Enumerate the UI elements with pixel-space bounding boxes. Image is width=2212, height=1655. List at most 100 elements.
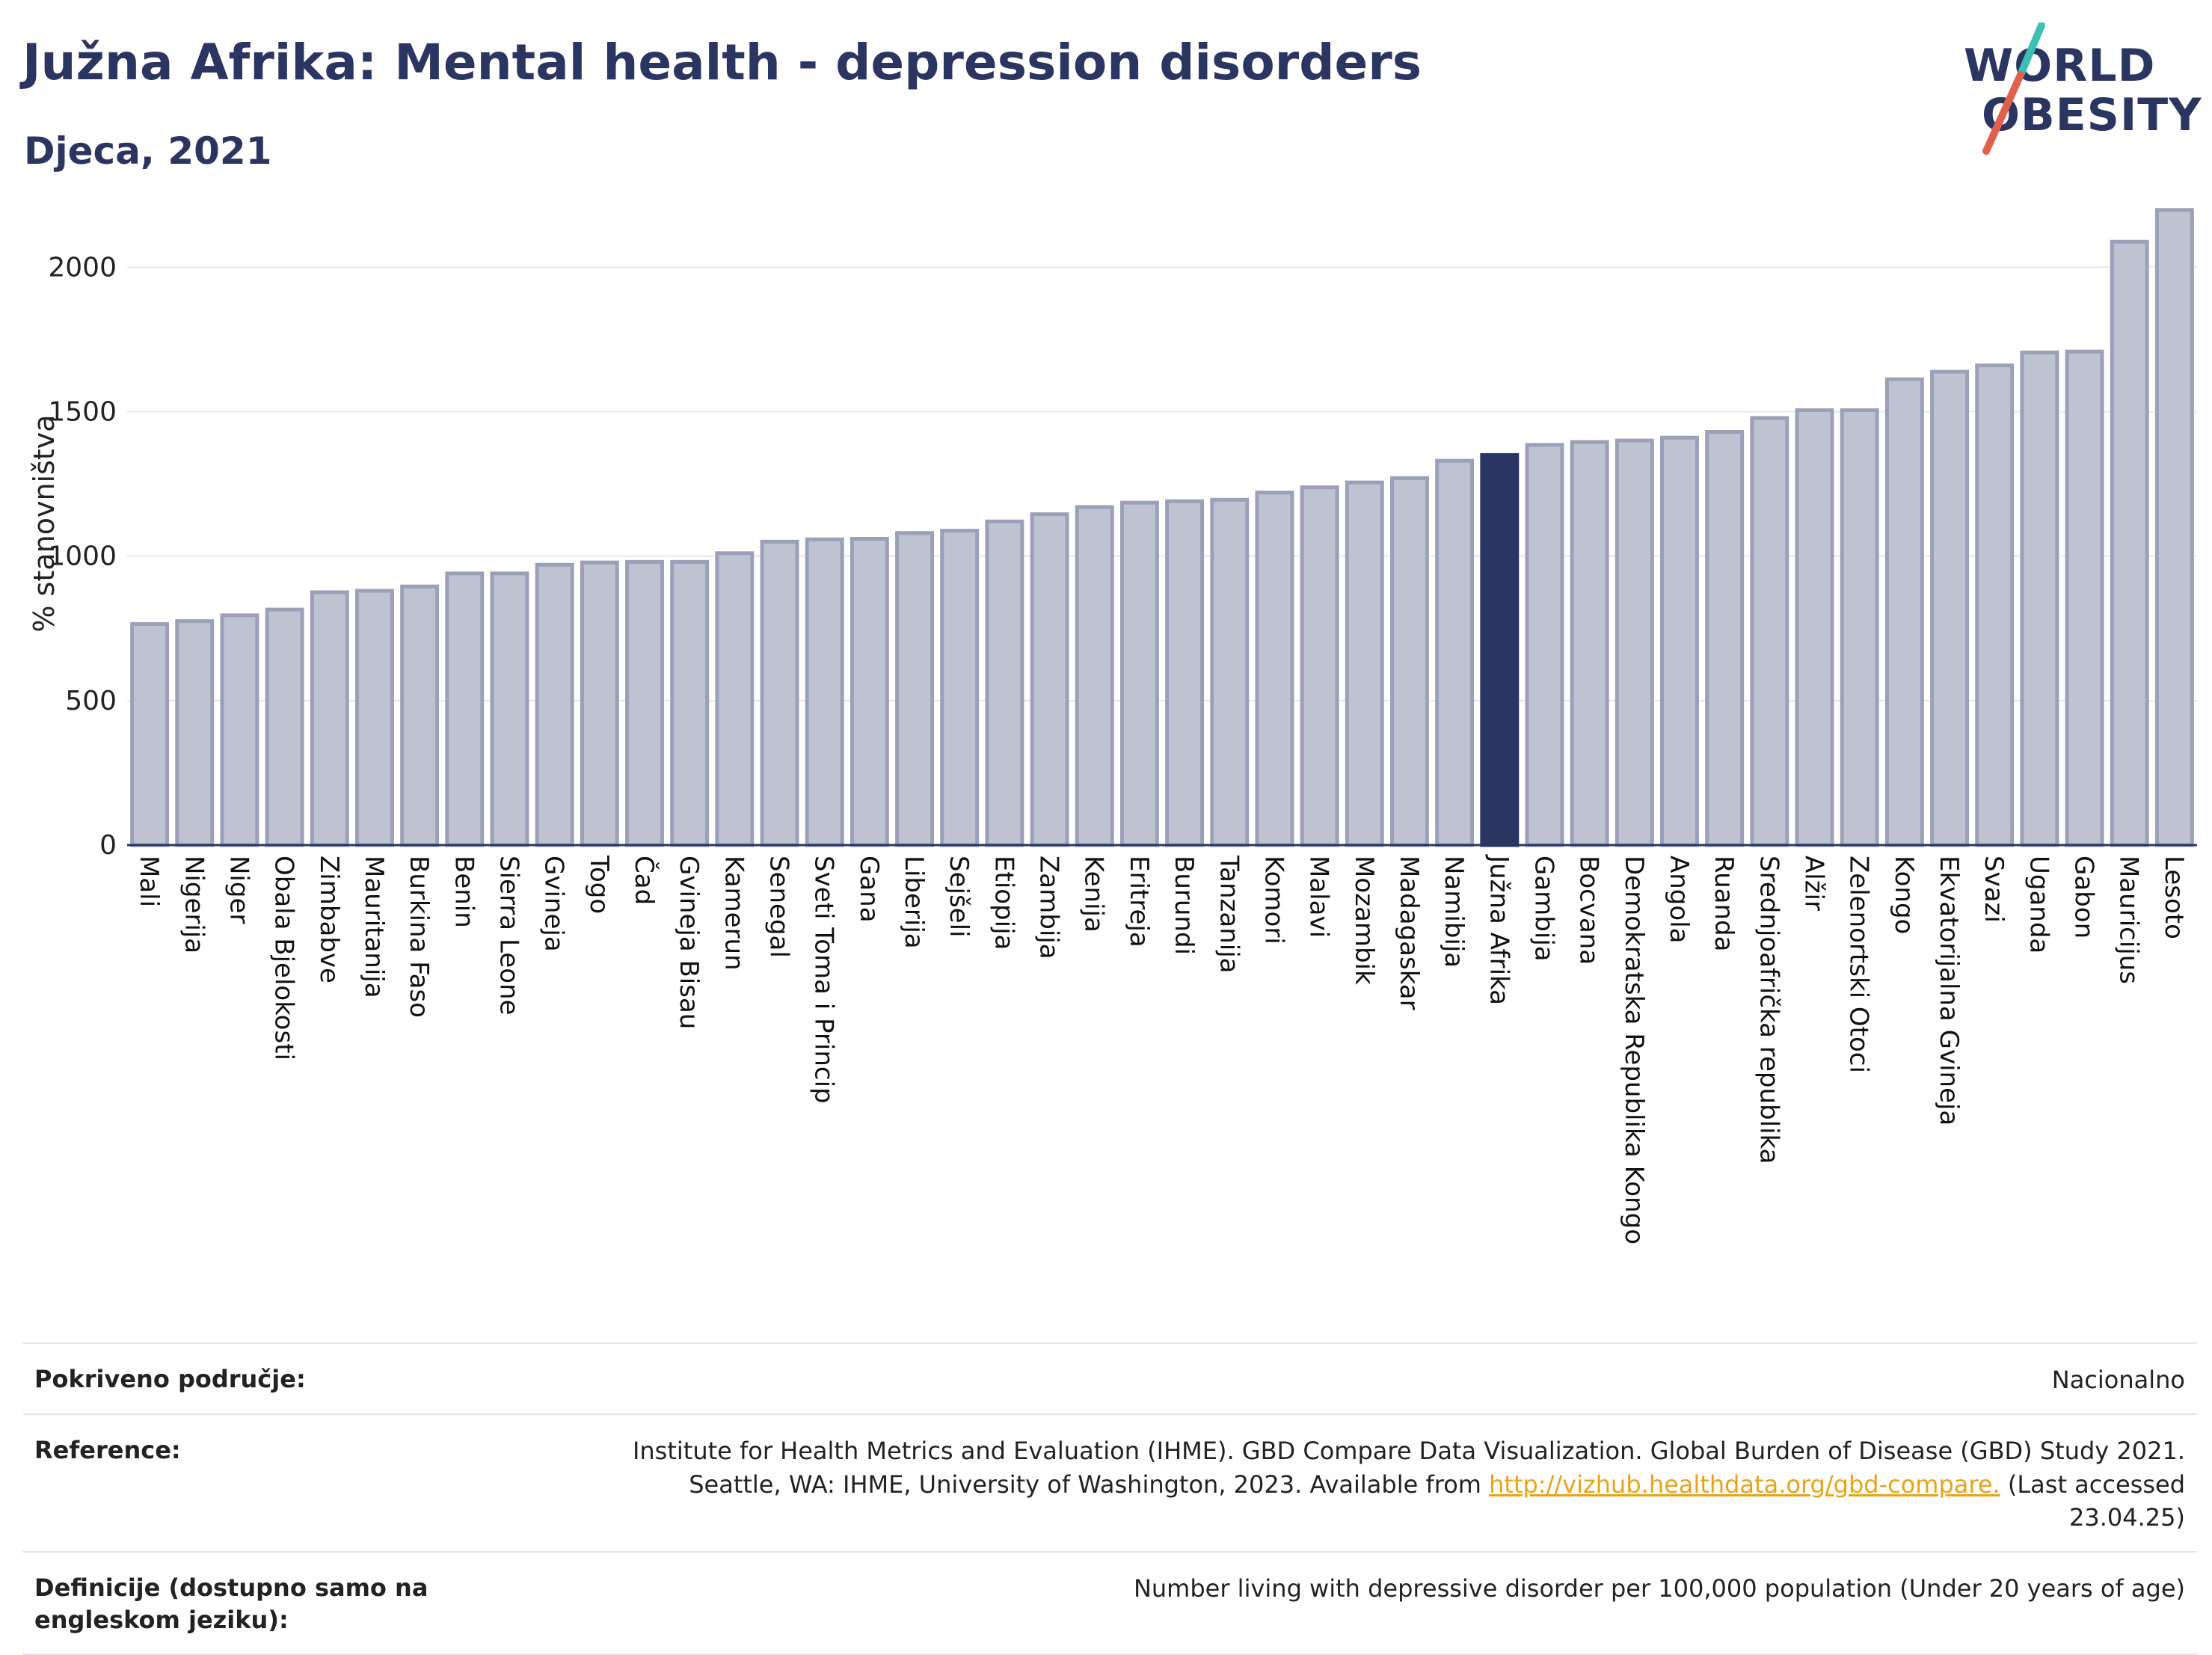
x-tick-label: Mauritanija	[359, 856, 389, 998]
bar	[1615, 438, 1654, 847]
bar	[310, 590, 349, 847]
x-tick-label: Gana	[854, 856, 884, 923]
bar	[445, 571, 485, 847]
coverage-value: Nacionalno	[2051, 1366, 2185, 1394]
reference-accessed: (Last accessed 23.04.25)	[2000, 1470, 2185, 1532]
bar	[1840, 408, 1879, 847]
bar	[1165, 499, 1205, 847]
x-tick-label: Niger	[224, 856, 254, 924]
bar	[354, 589, 394, 847]
info-row-coverage: Pokriveno područje: Nacionalno	[22, 1342, 2197, 1413]
x-tick-label: Senegal	[764, 856, 794, 958]
x-tick-label: Gvineja	[539, 856, 569, 952]
x-tick-label: Tanzanija	[1214, 855, 1244, 973]
x-tick-label: Gvineja Bisau	[674, 856, 704, 1029]
bar	[1119, 500, 1159, 847]
x-tick-label: Gabon	[2069, 856, 2099, 939]
x-tick-label: Malavi	[1304, 856, 1334, 938]
definition-value: Number living with depressive disorder p…	[1133, 1574, 2185, 1603]
x-tick-label: Burkina Faso	[404, 856, 434, 1018]
x-tick-label: Mali	[134, 856, 164, 907]
x-tick-label: Demokratska Republika Kongo	[1619, 856, 1649, 1244]
logo-line-1: WORLD	[1964, 40, 2156, 92]
x-tick-label: Lesoto	[2159, 856, 2189, 939]
axes: 0 500 1000 1500 2000 Mali Nigerija Niger Obala B…	[48, 252, 2197, 1244]
bar	[490, 571, 529, 847]
reference-text: Seattle, WA: IHME, University of Washing…	[689, 1470, 1490, 1499]
x-tick-label: Togo	[584, 855, 614, 914]
y-tick-label: 1500	[48, 396, 117, 427]
bar	[1795, 408, 1834, 847]
x-tick-label: Sejšeli	[944, 856, 974, 937]
x-tick-label: Eritreja	[1124, 856, 1154, 948]
x-tick-label: Čad	[629, 856, 660, 905]
x-tick-label: Etiopija	[989, 856, 1019, 950]
x-tick-label: Namibija	[1439, 856, 1469, 968]
page-subtitle: Djeca, 2021	[24, 129, 272, 173]
x-tick-label: Kamerun	[719, 856, 749, 971]
bar	[1389, 476, 1429, 847]
bar	[1255, 491, 1294, 847]
bar	[1210, 497, 1250, 847]
x-tick-label: Svazi	[1979, 856, 2009, 923]
definition-label: Definicije (dostupno samo na engleskom j…	[34, 1573, 428, 1635]
bar	[2020, 350, 2059, 847]
reference-link[interactable]: http://vizhub.healthdata.org/gbd-compare…	[1489, 1470, 2000, 1499]
bar	[670, 559, 710, 847]
bar	[1975, 363, 2015, 847]
bar	[1660, 435, 1699, 847]
bar	[715, 551, 755, 847]
bar	[760, 539, 799, 847]
y-tick-label: 0	[99, 830, 117, 861]
x-tick-label: Mauricijus	[2114, 856, 2144, 984]
bar	[2110, 239, 2149, 847]
bar	[805, 537, 844, 847]
bar	[175, 619, 215, 847]
logo-line-2: OBESITY	[1982, 89, 2202, 141]
bar	[1750, 416, 1789, 847]
bar	[535, 562, 574, 847]
bar	[940, 529, 980, 847]
x-tick-label: Gambija	[1529, 856, 1558, 962]
bar-chart: 0 500 1000 1500 2000 Mali Nigerija Niger Obala B…	[28, 208, 2197, 1244]
bar	[1884, 377, 1924, 847]
reference-label: Reference:	[34, 1435, 181, 1464]
page-title: Južna Afrika: Mental health - depression…	[22, 34, 1422, 91]
bar	[1345, 480, 1384, 847]
bar	[1570, 440, 1609, 847]
x-tick-label: Uganda	[2024, 856, 2053, 954]
bar-highlight	[1480, 452, 1520, 847]
bar	[1300, 485, 1339, 847]
bar	[985, 519, 1024, 847]
bar	[1705, 430, 1745, 847]
bar	[1075, 505, 1114, 847]
x-tick-label: Kenija	[1079, 856, 1109, 933]
reference-line-1: Institute for Health Metrics and Evaluat…	[632, 1436, 2185, 1465]
bar	[400, 584, 440, 847]
bars	[130, 208, 2194, 847]
info-row-reference: Reference: Institute for Health Metrics …	[22, 1413, 2197, 1551]
x-tick-label: Južna Afrika	[1484, 854, 1514, 1005]
y-axis-label: % stanovništva	[28, 414, 61, 632]
x-tick-label: Zambija	[1034, 856, 1064, 959]
bar	[1435, 458, 1475, 847]
bar	[2065, 349, 2104, 847]
x-tick-label: Srednjoafrička republika	[1754, 856, 1784, 1164]
bar	[1030, 512, 1069, 847]
bar	[895, 531, 935, 847]
bar	[580, 560, 619, 847]
x-tick-label: Zimbabve	[314, 856, 344, 983]
world-obesity-logo: WORLD OBESITY	[1959, 22, 2202, 157]
reference-value: Institute for Health Metrics and Evaluat…	[571, 1434, 2185, 1535]
bar	[1525, 443, 1564, 847]
x-tick-label: Kongo	[1889, 856, 1919, 934]
x-tick-label: Sveti Toma i Princip	[809, 856, 839, 1104]
reference-line-2: Seattle, WA: IHME, University of Washing…	[571, 1468, 2185, 1535]
x-tick-label: Alžir	[1799, 856, 1829, 911]
bar	[850, 536, 889, 847]
bar	[265, 607, 304, 847]
x-tick-label: Liberija	[899, 856, 929, 949]
x-tick-label: Madagaskar	[1394, 856, 1424, 1010]
info-table: Pokriveno područje: Nacionalno Reference…	[22, 1342, 2197, 1655]
x-tick-label: Nigerija	[179, 856, 209, 954]
